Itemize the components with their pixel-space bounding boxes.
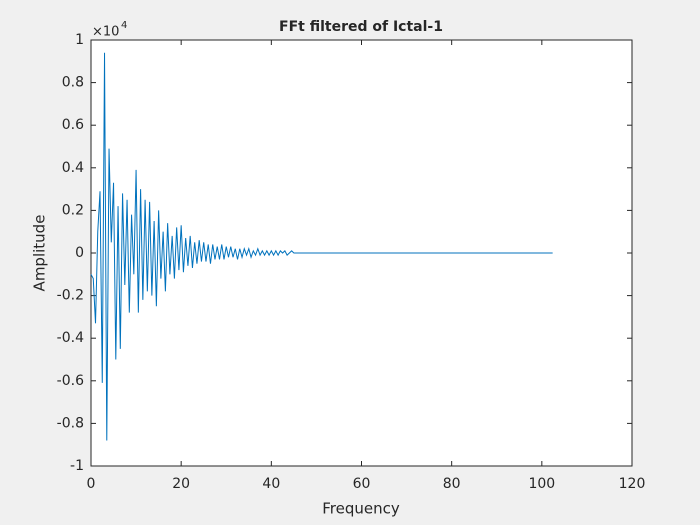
x-axis-label: Frequency [322, 500, 400, 518]
y-tick-label: -0.8 [57, 415, 84, 431]
y-tick-label: 0.6 [62, 117, 84, 133]
x-tick-label: 0 [87, 476, 96, 492]
y-tick-label: -0.2 [57, 288, 84, 304]
x-tick-label: 120 [619, 476, 646, 492]
y-axis-label: Amplitude [31, 215, 49, 292]
signal-line [90, 52, 553, 441]
y-tick-label: 0.8 [62, 75, 84, 91]
y-tick-label: 0.4 [62, 160, 84, 176]
x-tick-label: 60 [353, 476, 371, 492]
x-tick-label: 40 [262, 476, 280, 492]
chart-title: FFt filtered of Ictal-1 [279, 19, 443, 35]
y-multiplier-exponent: 4 [121, 20, 127, 31]
x-tick-label: 100 [528, 476, 555, 492]
x-tick-label: 20 [172, 476, 190, 492]
y-tick-label: 1 [75, 32, 84, 48]
y-multiplier-base: ×10 [92, 25, 119, 40]
y-tick-label: 0 [75, 245, 84, 261]
y-tick-label: -0.4 [57, 330, 84, 346]
y-tick-label: 0.2 [62, 202, 84, 218]
x-tick-label: 80 [443, 476, 461, 492]
y-tick-label: -0.6 [57, 373, 84, 389]
y-tick-label: -1 [70, 458, 84, 474]
